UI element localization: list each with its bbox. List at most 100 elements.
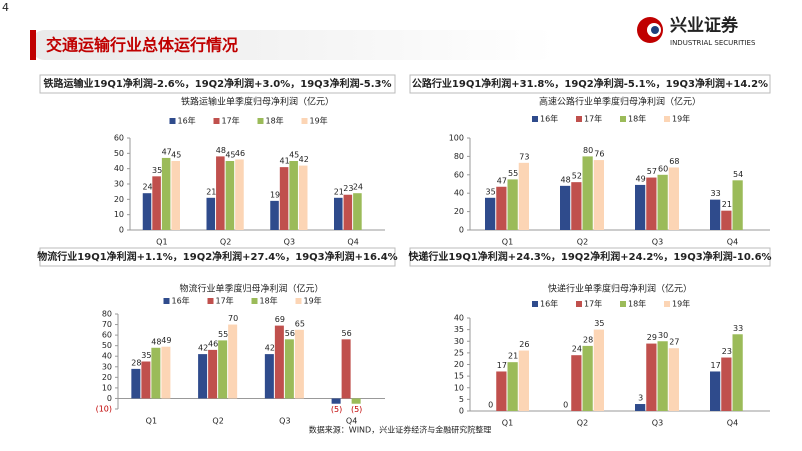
x-tick-label: Q2 bbox=[577, 238, 588, 247]
y-tick-label: 60 bbox=[102, 331, 112, 340]
value-label: 73 bbox=[519, 152, 529, 161]
legend-label: 18年 bbox=[260, 296, 278, 306]
value-label: 19 bbox=[270, 190, 280, 199]
bar bbox=[294, 329, 304, 399]
value-label: 69 bbox=[275, 315, 285, 324]
bar bbox=[507, 179, 518, 230]
y-tick-label: 70 bbox=[102, 320, 112, 329]
y-tick-label: 40 bbox=[102, 352, 112, 361]
bar bbox=[353, 193, 362, 230]
value-label: 56 bbox=[342, 329, 352, 338]
bar bbox=[485, 197, 496, 230]
y-tick-label: 10 bbox=[102, 383, 112, 392]
bar bbox=[593, 329, 604, 411]
bar bbox=[668, 167, 679, 230]
bar bbox=[161, 346, 171, 399]
heading-box bbox=[409, 247, 771, 267]
bar bbox=[635, 404, 646, 411]
y-tick-label: 10 bbox=[454, 383, 464, 392]
legend-swatch bbox=[213, 118, 220, 124]
bar bbox=[593, 160, 604, 230]
logo-subtext: INDUSTRIAL SECURITIES bbox=[670, 39, 756, 47]
y-tick-label: 5 bbox=[459, 395, 464, 404]
legend-label: 16年 bbox=[172, 296, 190, 306]
y-tick-label: 20 bbox=[102, 373, 112, 382]
logo-text: 兴业证券 bbox=[670, 15, 739, 36]
bar bbox=[152, 176, 161, 230]
value-label: 24 bbox=[142, 183, 152, 192]
legend-label: 17年 bbox=[584, 299, 602, 309]
legend-label: 17年 bbox=[584, 114, 602, 124]
value-label: 24 bbox=[572, 345, 582, 354]
y-tick-label: (10) bbox=[96, 405, 112, 414]
bar bbox=[507, 362, 518, 411]
bar bbox=[582, 345, 593, 411]
bar bbox=[635, 184, 646, 230]
legend-swatch bbox=[169, 118, 176, 124]
bar bbox=[646, 343, 657, 411]
x-tick-label: Q3 bbox=[652, 238, 663, 247]
y-tick-label: 50 bbox=[114, 149, 124, 158]
x-tick-label: Q1 bbox=[502, 238, 513, 247]
value-label: 33 bbox=[733, 324, 743, 333]
y-tick-label: 30 bbox=[454, 337, 464, 346]
bar bbox=[657, 174, 668, 230]
value-label: (5) bbox=[331, 405, 342, 414]
legend-label: 19年 bbox=[310, 116, 328, 126]
bar bbox=[235, 159, 244, 230]
x-tick-label: Q1 bbox=[156, 238, 167, 247]
bar bbox=[341, 339, 351, 399]
legend-label: 19年 bbox=[304, 296, 322, 306]
value-label: 46 bbox=[208, 339, 218, 348]
legend-swatch bbox=[532, 301, 538, 307]
legend-label: 19年 bbox=[672, 299, 690, 309]
bar bbox=[496, 186, 507, 230]
y-tick-label: 35 bbox=[454, 325, 464, 334]
x-tick-label: Q4 bbox=[727, 238, 738, 247]
bar bbox=[298, 165, 308, 230]
legend-label: 18年 bbox=[266, 116, 284, 126]
x-tick-label: Q1 bbox=[502, 419, 513, 428]
value-label: 60 bbox=[658, 164, 668, 173]
legend-label: 16年 bbox=[178, 116, 196, 126]
x-tick-label: Q3 bbox=[279, 417, 290, 426]
value-label: 21 bbox=[206, 187, 216, 196]
value-label: 28 bbox=[131, 358, 141, 367]
bar bbox=[721, 210, 732, 230]
bar bbox=[284, 339, 294, 399]
bar bbox=[270, 200, 279, 230]
value-label: 55 bbox=[508, 169, 518, 178]
y-tick-label: 20 bbox=[454, 360, 464, 369]
value-label: 29 bbox=[647, 333, 657, 342]
bar bbox=[351, 398, 361, 404]
y-tick-label: 25 bbox=[454, 348, 464, 357]
value-label: 21 bbox=[722, 200, 732, 209]
legend-swatch bbox=[576, 301, 582, 307]
value-label: 45 bbox=[171, 151, 181, 160]
bar bbox=[571, 355, 582, 411]
y-tick-label: 0 bbox=[119, 226, 124, 235]
x-tick-label: Q1 bbox=[146, 417, 157, 426]
legend-swatch bbox=[664, 116, 670, 122]
legend-swatch bbox=[207, 298, 214, 304]
legend-swatch bbox=[251, 298, 258, 304]
legend-swatch bbox=[295, 298, 302, 304]
y-tick-label: 30 bbox=[102, 362, 112, 371]
value-label: 21 bbox=[508, 352, 518, 361]
y-tick-label: 60 bbox=[454, 170, 464, 179]
bar bbox=[151, 347, 161, 399]
value-label: 35 bbox=[594, 319, 604, 328]
value-label: 26 bbox=[519, 340, 529, 349]
bar bbox=[228, 324, 238, 399]
bar bbox=[141, 361, 151, 399]
y-tick-label: 80 bbox=[102, 310, 112, 319]
value-label: 56 bbox=[285, 329, 295, 338]
legend-swatch bbox=[301, 118, 308, 124]
x-tick-label: Q4 bbox=[346, 417, 357, 426]
value-label: 70 bbox=[228, 314, 238, 323]
bar bbox=[657, 341, 668, 411]
legend-swatch bbox=[620, 301, 626, 307]
bar bbox=[216, 156, 225, 230]
y-tick-label: 40 bbox=[114, 164, 124, 173]
